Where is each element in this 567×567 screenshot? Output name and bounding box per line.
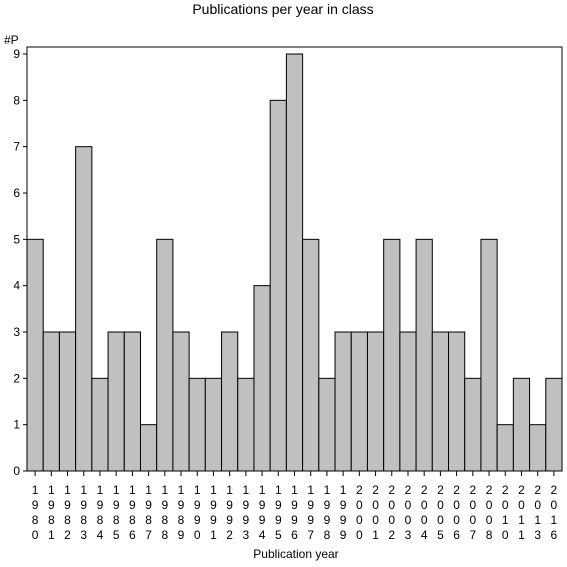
y-tick-label: 2 — [13, 371, 20, 385]
chart-title: Publications per year in class — [192, 1, 373, 17]
bar-1995 — [269, 99, 287, 472]
y-tick-label: 0 — [13, 464, 20, 478]
bar-2013 — [529, 424, 547, 472]
bar-2001 — [366, 331, 385, 472]
bar-1980 — [26, 238, 44, 472]
bar-2002 — [383, 238, 401, 472]
bar-1986 — [123, 331, 141, 472]
bar-1992 — [221, 331, 239, 472]
bar-2010 — [496, 424, 514, 472]
y-tick-label: 3 — [13, 325, 20, 339]
y-tick-label: 7 — [13, 140, 20, 154]
bar-2016 — [545, 377, 563, 472]
bar-1990 — [188, 377, 206, 472]
bar-1994 — [253, 285, 271, 472]
bar-2000 — [350, 331, 368, 472]
bar-1996 — [285, 53, 304, 472]
bar-2008 — [480, 238, 498, 472]
bar-1988 — [156, 238, 174, 472]
bar-1982 — [58, 331, 77, 472]
y-tick-label: 4 — [13, 279, 20, 293]
x-axis-ticks: 1 9 8 0 1 9 8 1 1 9 8 2 1 9 8 3 1 9 8 4 1 9 8 5 1 9 8 6 1 9 8 7 1 9 8 8 1 9 8 9… — [32, 471, 558, 542]
bar-1991 — [204, 377, 223, 472]
bar-1984 — [91, 377, 109, 472]
y-tick-label: 8 — [13, 93, 20, 107]
y-axis-ticks: 0 1 2 3 4 5 6 7 8 9 — [13, 47, 27, 478]
bar-1997 — [302, 238, 320, 472]
y-tick-label: 5 — [13, 232, 20, 246]
y-tick-label: 9 — [13, 47, 20, 61]
bar-2005 — [431, 331, 450, 472]
bar-2003 — [399, 331, 417, 472]
bars-group — [26, 53, 563, 472]
y-axis-label: #P — [4, 33, 19, 47]
bar-1987 — [139, 424, 158, 472]
bar-1983 — [75, 146, 93, 472]
bar-1989 — [172, 331, 190, 472]
bar-1985 — [107, 331, 125, 472]
bar-1993 — [237, 377, 255, 472]
y-tick-label: 1 — [13, 418, 20, 432]
bar-1999 — [334, 331, 352, 472]
y-tick-label: 6 — [13, 186, 20, 200]
bar-2004 — [415, 238, 433, 472]
bar-2007 — [464, 377, 482, 472]
x-axis-label: Publication year — [253, 547, 338, 561]
bar-2011 — [512, 377, 531, 472]
bar-2006 — [448, 331, 466, 472]
bar-1981 — [42, 331, 60, 472]
bar-1998 — [318, 377, 336, 472]
